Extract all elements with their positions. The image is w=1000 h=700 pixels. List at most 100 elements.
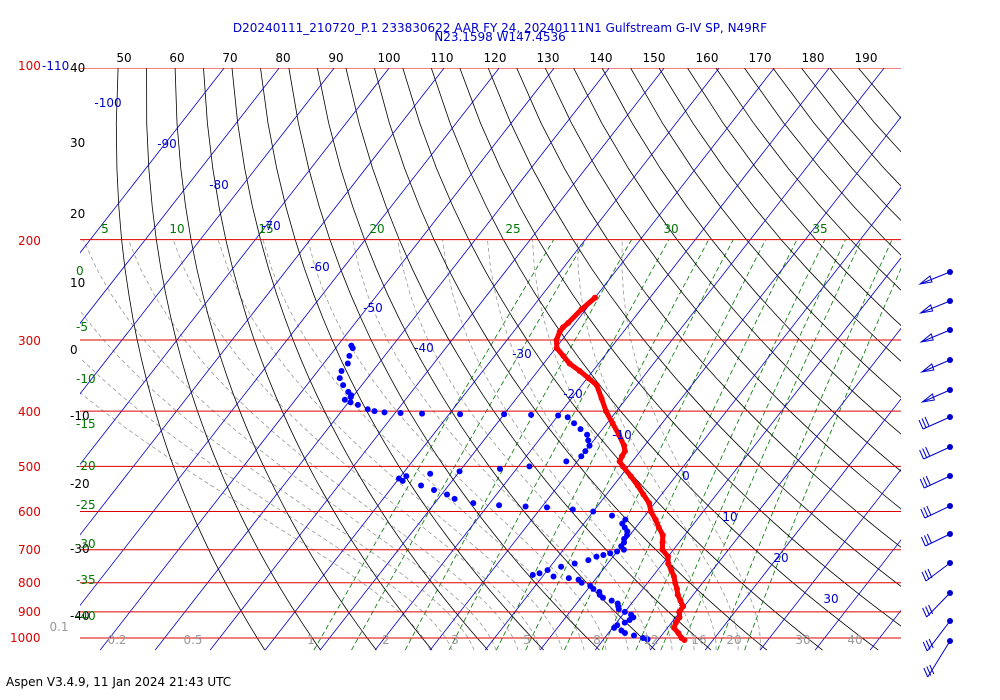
pressure-label: 300: [18, 334, 41, 348]
moist-adiabat-line: [621, 239, 761, 651]
temperature-point: [676, 614, 683, 621]
isotherm-label: -90: [157, 137, 177, 151]
wind-barb: [922, 618, 953, 652]
wind-barb-staff: [923, 446, 951, 460]
isotherm-label: -100: [94, 96, 121, 110]
dewpoint-point: [496, 502, 503, 509]
wind-barb-feather: [925, 606, 931, 616]
wind-barb-feather: [924, 570, 930, 580]
mixing-ratio-line: [601, 239, 798, 651]
temperature-point: [674, 591, 681, 598]
dewpoint-point: [608, 597, 615, 604]
mixing-ratio-label: 15: [258, 222, 273, 236]
temperature-trace: [553, 294, 688, 643]
top-tick-label: 140: [590, 51, 613, 65]
temperature-point: [634, 482, 641, 489]
dry-adiabat-label: -30: [70, 542, 90, 556]
dewpoint-point: [418, 482, 425, 489]
wind-barb: [919, 357, 953, 373]
dewpoint-point: [578, 453, 585, 460]
top-tick-label: 50: [116, 51, 131, 65]
temperature-point: [664, 553, 671, 560]
wind-barb-feather: [928, 604, 934, 615]
dry-adiabat-line: [374, 68, 768, 651]
mixing-ratio-label: -5: [76, 320, 88, 334]
isotherm-label: -20: [563, 387, 583, 401]
wind-barb: [919, 444, 953, 460]
temperature-point: [621, 448, 628, 455]
temperature-point: [672, 619, 679, 626]
dewpoint-point: [349, 345, 356, 352]
isotherm-label: -70: [261, 219, 281, 233]
isotherm-label: 10: [722, 510, 737, 524]
dewpoint-point: [456, 468, 463, 475]
dewpoint-point: [338, 367, 345, 374]
dry-adiabats: [115, 68, 901, 651]
mixing-ratio-bottom-label: 40: [847, 633, 862, 647]
isotherm-line: [704, 398, 901, 651]
mixing-ratio-bottom-label: 20: [726, 633, 741, 647]
isotherm-label: -80: [209, 178, 229, 192]
dewpoint-point: [614, 548, 621, 555]
temperature-point: [565, 319, 572, 326]
temperature-point: [553, 345, 560, 352]
dewpoint-point: [501, 411, 508, 418]
wind-barb-feather: [921, 418, 927, 428]
dewpoint-point: [599, 594, 606, 601]
isotherm-label: 30: [823, 592, 838, 606]
dewpoint-point: [600, 551, 607, 558]
isotherm-line: [99, 68, 555, 651]
dewpoint-point: [522, 503, 529, 510]
wind-barb: [918, 298, 953, 314]
dry-adiabat-line: [715, 68, 901, 291]
temperature-point: [556, 328, 563, 335]
dewpoint-point: [496, 465, 503, 472]
dewpoint-point: [563, 458, 570, 465]
temperature-point: [672, 579, 679, 586]
wind-barb-feather: [919, 449, 925, 460]
dewpoint-point: [640, 635, 647, 641]
temperature-point: [609, 420, 616, 427]
dewpoint-point: [626, 617, 633, 624]
moist-adiabat-line: [532, 239, 717, 651]
isotherm-line: [80, 68, 335, 395]
moist-adiabat-line: [442, 239, 673, 651]
top-tick-label: 80: [275, 51, 290, 65]
dry-adiabat-label: -10: [70, 409, 90, 423]
pressure-label: 100: [18, 59, 41, 73]
mixing-ratio-label: -30: [76, 537, 96, 551]
dry-adiabat-line: [203, 68, 433, 651]
dewpoint-point: [585, 557, 592, 564]
dewpoint-point: [344, 360, 351, 367]
dewpoint-point: [590, 508, 597, 515]
wind-barb-feather: [923, 667, 929, 678]
temperature-point: [673, 585, 680, 592]
dewpoint-point: [528, 411, 535, 418]
temperature-point: [675, 629, 682, 636]
dry-adiabat-line: [601, 68, 901, 435]
wind-barb-staff: [919, 271, 951, 285]
pressure-label: 400: [18, 405, 41, 419]
dry-adiabat-line: [288, 68, 600, 651]
wind-barb-feather: [926, 666, 932, 676]
mixing-ratio-label: -40: [76, 609, 96, 623]
wind-barb-feather: [922, 448, 928, 458]
isotherm-line: [80, 68, 390, 466]
pressure-label: 800: [18, 576, 41, 590]
wind-barb: [918, 269, 953, 285]
wind-barb-staff: [926, 620, 951, 652]
dewpoint-point: [593, 553, 600, 560]
temperature-point: [578, 306, 585, 313]
mixing-ratio-line: [564, 239, 767, 651]
moist-adiabat-line: [217, 239, 563, 651]
dry-adiabat-line: [487, 68, 901, 587]
wind-barb-feather: [924, 416, 930, 427]
wind-barb: [922, 590, 953, 618]
dewpoint-point: [620, 546, 627, 553]
dewpoint-point: [403, 473, 410, 480]
temperature-point: [652, 516, 659, 523]
mixing-ratio-label: 10: [169, 222, 184, 236]
dry-adiabat-line: [801, 68, 901, 187]
dewpoint-point: [555, 412, 562, 419]
dewpoint-point: [644, 636, 651, 643]
